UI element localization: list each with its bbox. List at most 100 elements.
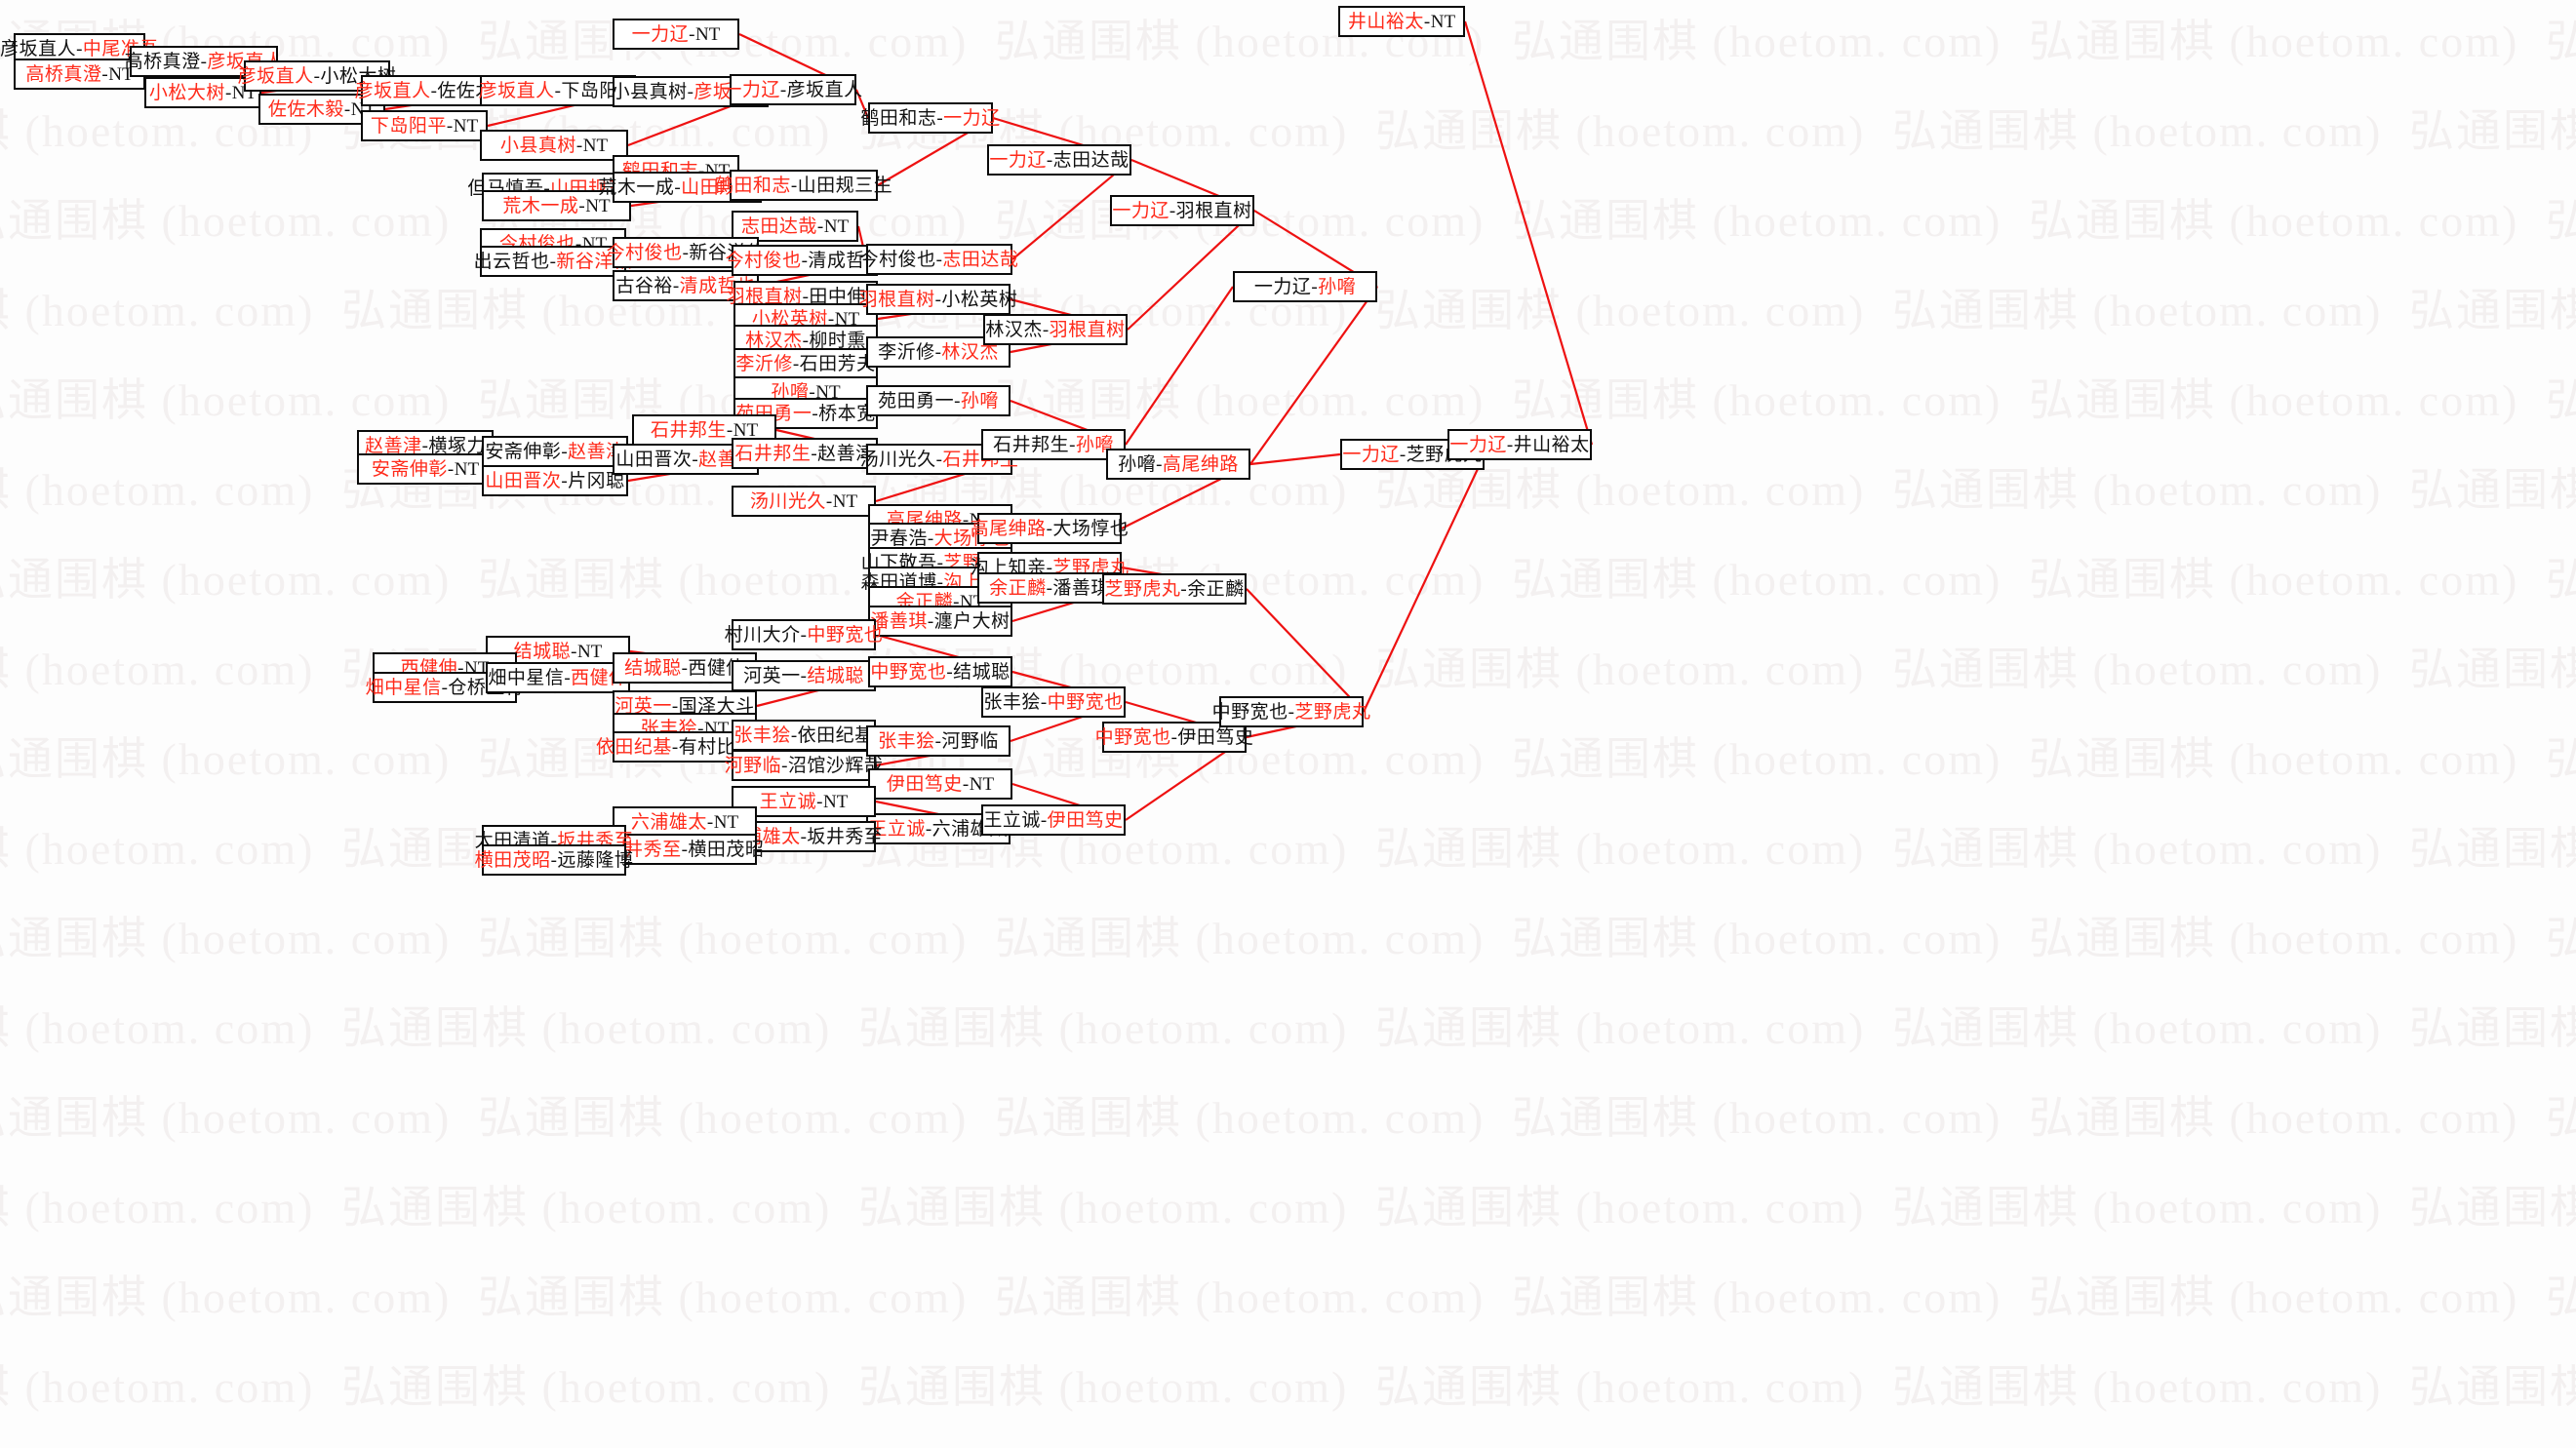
player-right: 芝野虎丸 [1294, 701, 1371, 723]
player-right: 国泽大斗 [678, 695, 755, 717]
score-separator: - [1046, 577, 1053, 599]
score-separator: - [575, 135, 583, 156]
match-node[interactable]: 张丰狯 - 中野宽也 [981, 686, 1126, 718]
score-separator: - [550, 849, 558, 871]
match-node[interactable]: 一力辽 - 志田达哉 [987, 144, 1131, 176]
match-node[interactable]: 安斋伸彰 - NT [357, 453, 494, 485]
match-node[interactable]: 结城聪 - NT [486, 636, 630, 667]
match-node[interactable]: 苑田勇一 - 孙嗋 [866, 385, 1011, 416]
player-left: 畑中星信 [488, 667, 565, 688]
player-right: 志田达哉 [1052, 149, 1129, 171]
score-separator: - [1399, 444, 1407, 465]
watermark-row: 弘通围棋 (hoetom. com)弘通围棋 (hoetom. com)弘通围棋… [0, 1362, 2576, 1412]
match-node[interactable]: 井山裕太 - NT [1338, 6, 1465, 37]
match-node[interactable]: 村川大介 - 中野宽也 [725, 619, 883, 650]
match-node[interactable]: 畑中星信 - 西健伸 [486, 662, 630, 693]
match-node[interactable]: 林汉杰 - 羽根直树 [983, 314, 1128, 345]
watermark-row: 弘通围棋 (hoetom. com)弘通围棋 (hoetom. com)弘通围棋… [0, 1093, 2576, 1143]
match-node[interactable]: 高尾绅路 - 大场惇也 [971, 513, 1129, 544]
player-right: 山田规三生 [797, 175, 893, 196]
player-left: 一力辽 [1253, 276, 1312, 297]
match-node[interactable]: 中野宽也 - 芝野虎丸 [1212, 696, 1370, 727]
match-node[interactable]: 下岛阳平 - NT [361, 110, 488, 141]
player-right: NT [815, 381, 841, 403]
match-node[interactable]: 张丰狯 - 依田纪基 [732, 720, 876, 751]
match-node[interactable]: 六浦雄太 - NT [613, 806, 757, 838]
player-right: 孙嗋 [960, 390, 999, 411]
score-separator: - [457, 657, 464, 679]
player-left: 小县真树 [611, 81, 688, 102]
player-left: 鹤田和志 [714, 175, 791, 196]
player-left: 古谷裕 [615, 275, 673, 296]
player-left: 六浦雄太 [630, 811, 707, 833]
match-node[interactable]: 一力辽 - NT [613, 19, 739, 50]
score-separator: - [809, 381, 816, 403]
match-node[interactable]: 一力辽 - 彦坂直人 [723, 74, 862, 105]
match-node[interactable]: 今村俊也 - 清成哲也 [726, 245, 884, 276]
score-separator: - [927, 528, 934, 549]
match-node[interactable]: 一力辽 - 羽根直树 [1110, 195, 1254, 226]
player-right: 羽根直树 [1049, 319, 1126, 340]
player-right: NT [733, 419, 759, 441]
player-left: 尹春浩 [870, 528, 928, 549]
player-left: 小松大树 [148, 82, 225, 103]
match-node[interactable]: 石井邦生 - 孙嗋 [981, 429, 1126, 460]
score-separator: - [1046, 149, 1053, 171]
match-node[interactable]: 河野临 - 沼馆沙辉哉 [725, 750, 883, 781]
player-right: NT [585, 195, 611, 216]
match-node[interactable]: 李沂修 - 石田芳夫 [733, 348, 878, 379]
watermark-row: 弘通围棋 (hoetom. com)弘通围棋 (hoetom. com)弘通围棋… [0, 645, 2576, 694]
score-separator: - [682, 242, 690, 263]
match-node[interactable]: 伊田笃史 - NT [868, 768, 1012, 800]
match-node[interactable]: 潘善琪 - 瀍户大树 [868, 606, 1012, 637]
score-separator: - [671, 736, 679, 758]
player-left: 鹤田和志 [860, 107, 937, 129]
player-left: 彦坂直人 [354, 80, 431, 101]
match-node[interactable]: 横田茂昭 - 远藤隆博 [475, 844, 633, 876]
player-left: 下岛阳平 [370, 115, 447, 137]
match-node[interactable]: 中野宽也 - 结城聪 [868, 656, 1012, 687]
match-node[interactable]: 荒木一成 - NT [482, 190, 631, 221]
match-node[interactable]: 鹤田和志 - 山田规三生 [715, 170, 892, 201]
match-node[interactable]: 鹤田和志 - 一力辽 [860, 102, 1000, 134]
player-left: 羽根直树 [726, 286, 803, 307]
score-separator: - [816, 791, 823, 812]
player-right: NT [1430, 11, 1456, 32]
player-right: 伊田笃史 [1047, 809, 1124, 831]
match-node[interactable]: 坂井秀至 - 横田茂昭 [606, 834, 764, 865]
match-node[interactable]: 河英一 - 结城聪 [732, 660, 876, 691]
score-separator: - [441, 677, 449, 698]
match-node[interactable]: 安斋伸彰 - 赵善津 [482, 436, 628, 467]
player-left: 彦坂直人 [237, 65, 314, 87]
match-node[interactable]: 汤川光久 - NT [732, 486, 876, 517]
player-left: 河英一 [614, 695, 672, 717]
match-node[interactable]: 王立诚 - 伊田笃史 [981, 804, 1126, 836]
match-node[interactable]: 今村俊也 - 志田达哉 [860, 244, 1018, 275]
match-node[interactable]: 出云哲也 - 新谷洋佑 [474, 246, 632, 277]
match-node[interactable]: 羽根直树 - 小松英树 [859, 284, 1017, 315]
match-node[interactable]: 余正麟 - 潘善琪 [977, 572, 1122, 604]
player-left: 张丰狯 [733, 724, 791, 746]
player-right: NT [823, 215, 850, 237]
score-separator: - [801, 250, 809, 271]
score-separator: - [681, 657, 689, 679]
match-node[interactable]: 孙嗋 - 高尾绅路 [1106, 449, 1250, 480]
match-node[interactable]: 张丰狯 - 河野临 [866, 725, 1011, 757]
match-node[interactable]: 小县真树 - NT [480, 130, 628, 161]
player-left: 结城聪 [624, 657, 682, 679]
match-node[interactable]: 山田晋次 - 片冈聪 [482, 465, 628, 496]
score-separator: - [343, 98, 351, 120]
score-separator: - [800, 624, 808, 646]
player-left: 今村俊也 [725, 250, 802, 271]
player-left: 一力辽 [1449, 434, 1507, 455]
match-node[interactable]: 芝野虎丸 - 余正麟 [1102, 573, 1247, 605]
player-left: 张丰狯 [878, 730, 935, 752]
match-node[interactable]: 一力辽 - 井山裕太 [1447, 429, 1592, 460]
match-node[interactable]: 小松大树 - NT [144, 77, 261, 108]
match-node[interactable]: 高桥真澄 - NT [14, 59, 145, 90]
match-node[interactable]: 一力辽 - 孙嗋 [1233, 271, 1377, 302]
match-node[interactable]: 石井邦生 - NT [632, 414, 776, 446]
match-node[interactable]: 志田达哉 - NT [732, 211, 858, 242]
match-node[interactable]: 石井邦生 - 赵善津 [732, 438, 878, 469]
player-left: 中野宽也 [1094, 726, 1171, 748]
